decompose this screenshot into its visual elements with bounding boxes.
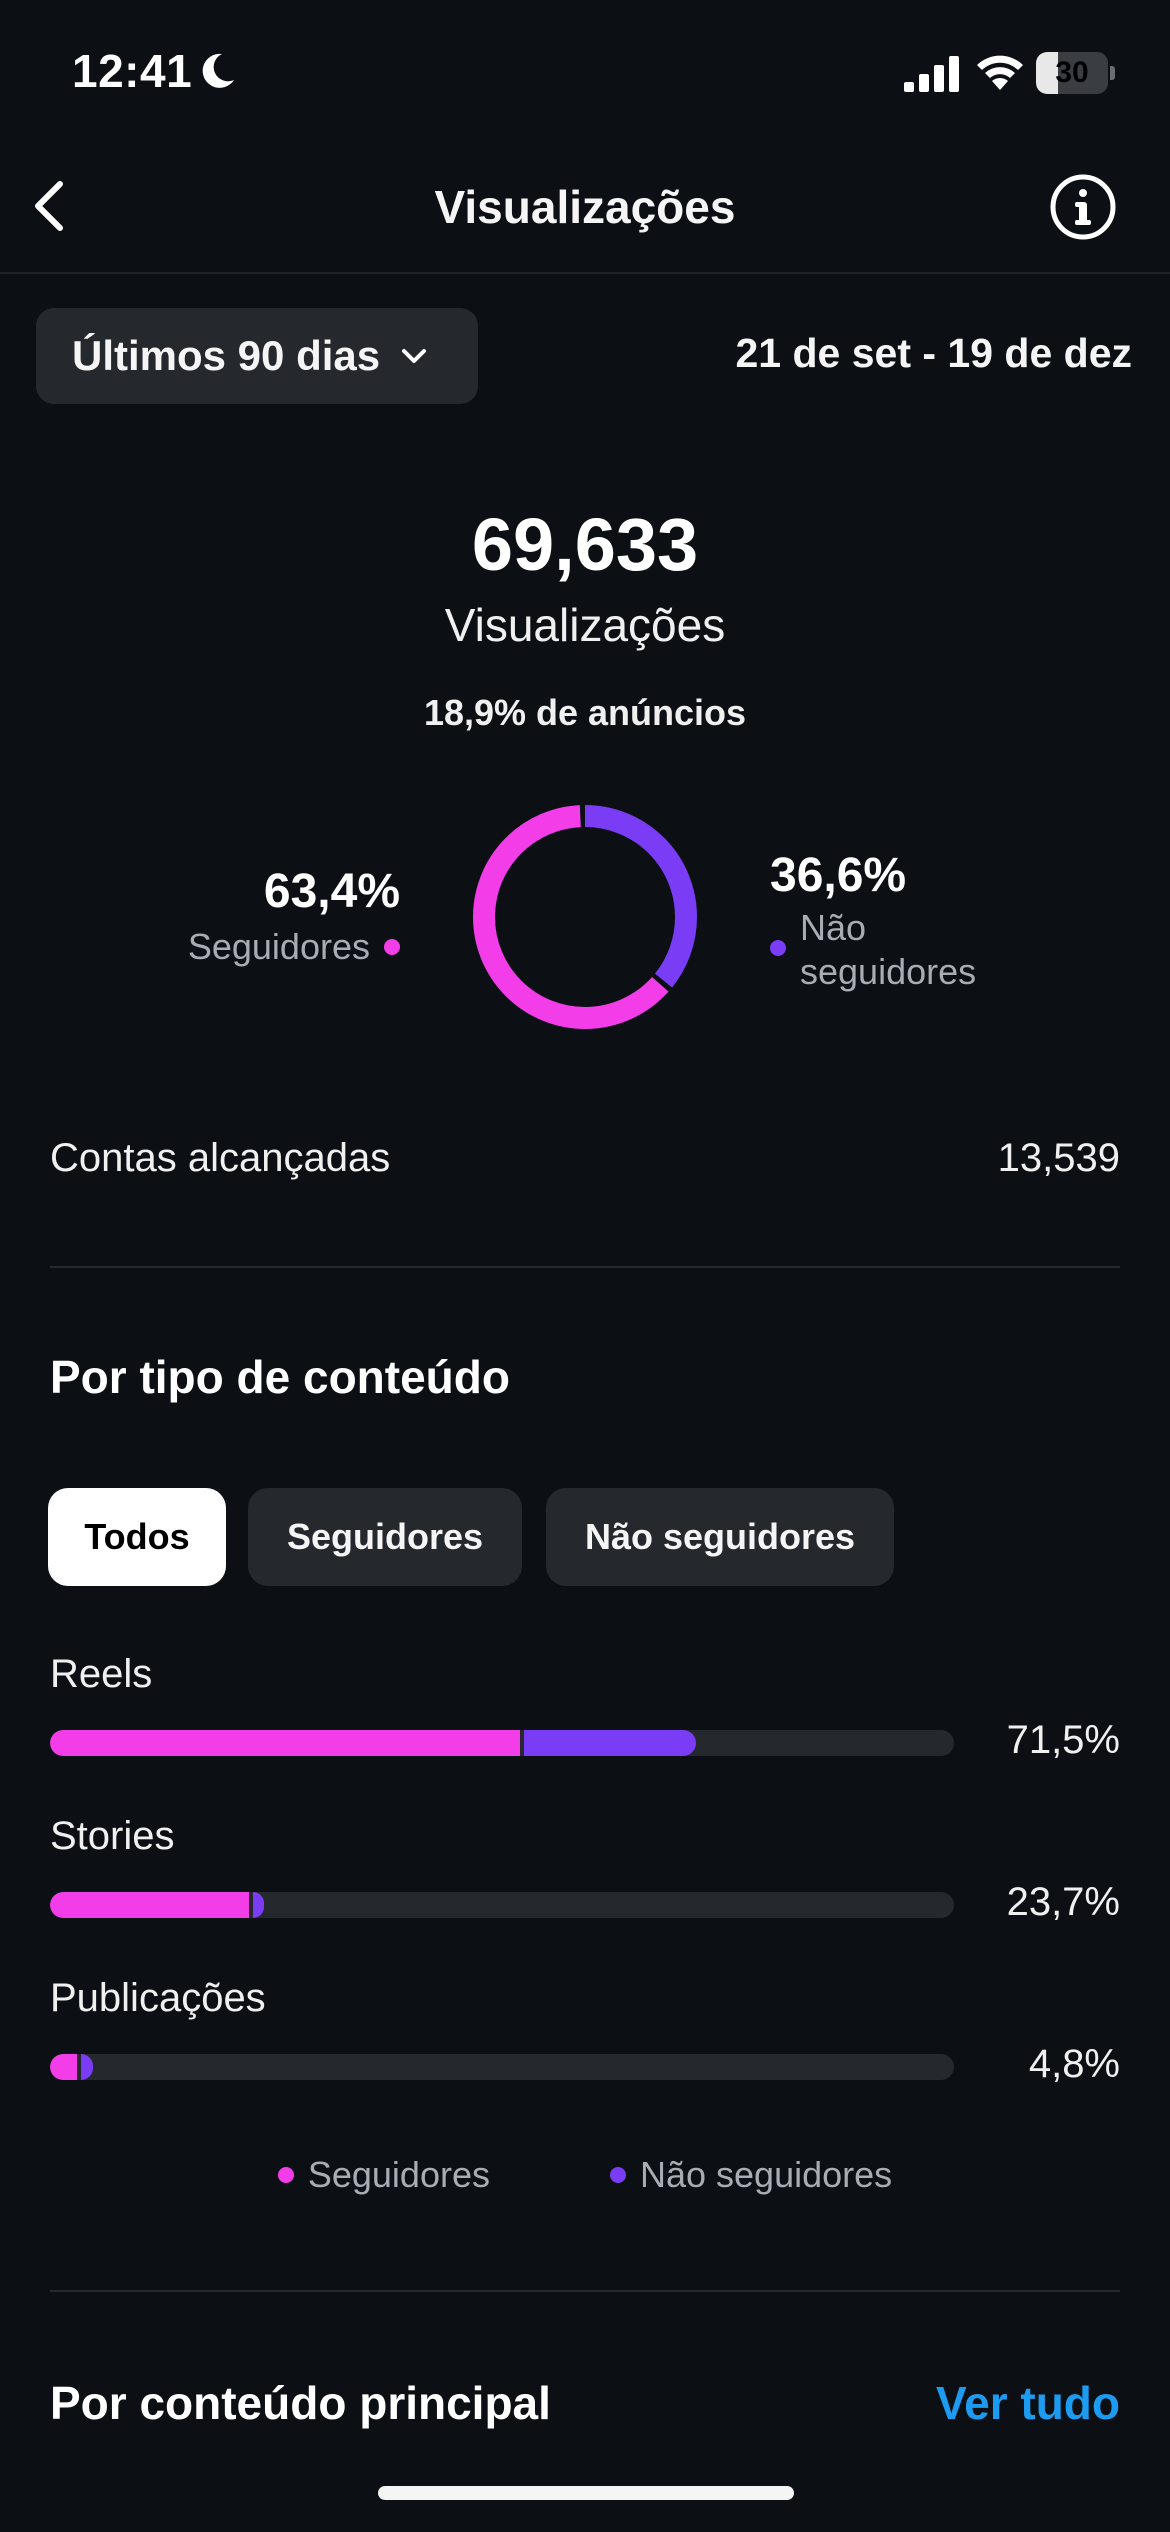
non-followers-pct: 36,6% — [770, 849, 907, 902]
tab-seguidores[interactable]: Seguidores — [248, 1488, 522, 1586]
donut-followers-slice — [473, 805, 697, 1029]
accounts-reached-label: Contas alcançadas — [50, 1136, 391, 1180]
posts-label: Publicações — [50, 1976, 266, 2020]
non-followers-label: Não seguidores — [800, 907, 977, 992]
home-indicator — [378, 2486, 794, 2500]
section-divider — [50, 1266, 1120, 1268]
followers-donut-chart — [473, 805, 697, 1029]
section-divider — [50, 2290, 1120, 2292]
stories-pct: 23,7% — [1006, 1880, 1120, 1924]
battery-fill — [1036, 52, 1058, 94]
battery-level: 30 — [1055, 56, 1089, 89]
top-content-title: Por conteúdo principal — [50, 2377, 551, 2429]
bars-legend: Seguidores Não seguidores — [0, 2154, 1170, 2196]
total-views-label: Visualizações — [444, 599, 726, 651]
stories-label: Stories — [50, 1814, 175, 1858]
date-range-dropdown[interactable]: Últimos 90 dias — [36, 308, 478, 404]
followers-legend: Seguidores — [188, 926, 400, 968]
battery-icon: 30 — [1036, 52, 1116, 94]
content-type-title: Por tipo de conteúdo — [50, 1351, 510, 1403]
page-title: Visualizações — [434, 181, 736, 233]
stories-bar — [50, 1892, 954, 1918]
back-button[interactable] — [20, 176, 80, 236]
legend-followers-label: Seguidores — [307, 2154, 490, 2195]
legend-followers-dot — [277, 2167, 294, 2183]
stories-non-followers-segment — [252, 1892, 265, 1918]
info-icon[interactable] — [1048, 172, 1118, 242]
non-followers-dot — [770, 940, 786, 956]
date-range-dropdown-label: Últimos 90 dias — [72, 332, 381, 379]
tab-nao-seguidores[interactable]: Não seguidores — [546, 1488, 894, 1586]
legend-non-followers-label: Não seguidores — [639, 2154, 893, 2195]
total-views-value: 69,633 — [471, 503, 699, 586]
posts-bar — [50, 2054, 954, 2080]
wifi-icon — [977, 55, 1023, 90]
header-divider — [0, 272, 1170, 274]
reels-non-followers-segment — [524, 1730, 697, 1756]
reels-bar — [50, 1730, 954, 1756]
accounts-reached-value: 13,539 — [997, 1136, 1120, 1180]
reels-pct: 71,5% — [1006, 1718, 1120, 1762]
legend-non-followers: Não seguidores — [609, 2154, 893, 2196]
posts-followers-segment — [50, 2054, 78, 2080]
see-all-link[interactable]: Ver tudo — [935, 2377, 1120, 2429]
status-time: 12:41 — [72, 45, 193, 97]
legend-followers: Seguidores — [277, 2154, 490, 2196]
followers-label: Seguidores — [187, 926, 370, 967]
legend-non-followers-dot — [609, 2167, 626, 2183]
followers-dot — [384, 939, 400, 955]
followers-pct: 63,4% — [263, 865, 400, 918]
donut-non-followers-slice — [473, 805, 697, 1029]
date-range-text: 21 de set - 19 de dez — [735, 330, 1132, 376]
moon-icon — [202, 53, 234, 88]
posts-non-followers-segment — [81, 2054, 94, 2080]
reels-label: Reels — [50, 1652, 153, 1696]
non-followers-legend: Não seguidores — [770, 906, 1020, 994]
chevron-down-icon — [402, 349, 427, 363]
reels-followers-segment — [50, 1730, 521, 1756]
stories-followers-segment — [50, 1892, 249, 1918]
ads-share-text: 18,9% de anúncios — [423, 692, 747, 733]
posts-pct: 4,8% — [1028, 2042, 1120, 2086]
tab-todos[interactable]: Todos — [48, 1488, 226, 1586]
signal-icon — [904, 56, 959, 92]
